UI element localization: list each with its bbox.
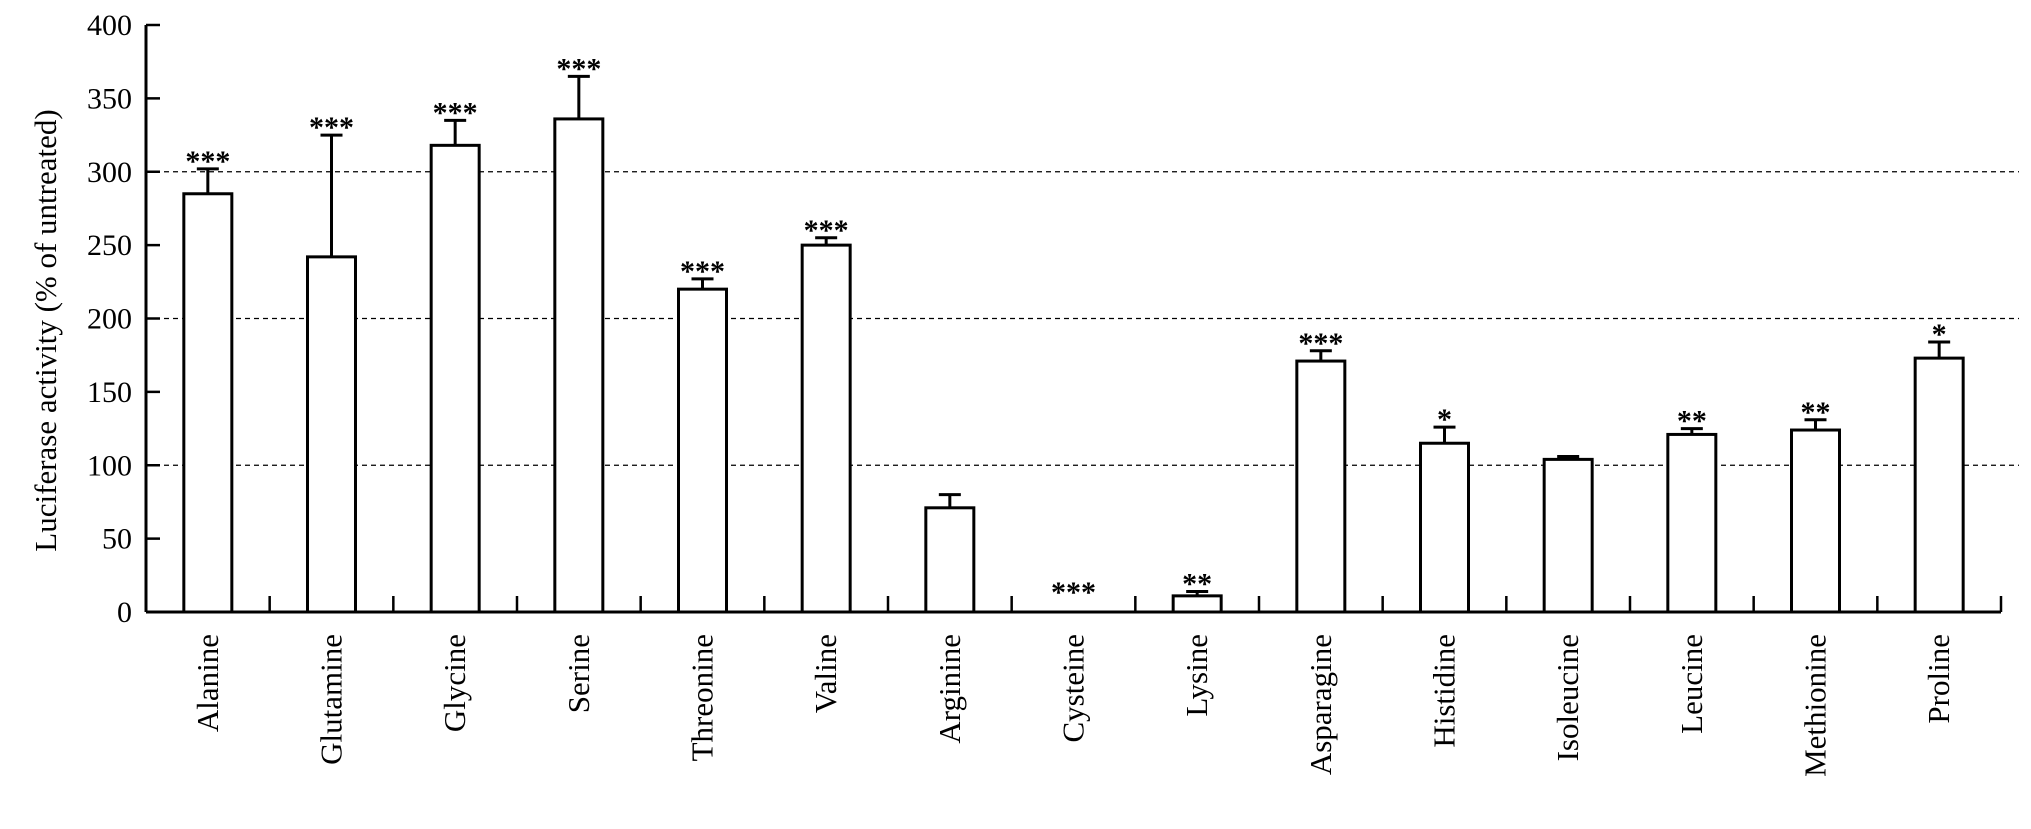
bar-alanine <box>182 192 234 614</box>
significance-marker: * <box>1932 318 1947 351</box>
x-tick-label: Glutamine <box>314 634 349 765</box>
bar-arginine <box>924 506 976 614</box>
x-tick-label: Valine <box>808 634 843 713</box>
bar-serine <box>553 117 605 614</box>
bar-histidine <box>1419 441 1470 614</box>
significance-marker: ** <box>1801 396 1831 429</box>
error-bars <box>196 74 1951 596</box>
bar-proline <box>1913 356 1965 614</box>
x-tick-label: Serine <box>561 634 596 713</box>
x-tick-label: Proline <box>1921 634 1956 724</box>
significance-marker: * <box>1437 403 1452 436</box>
y-tick-label: 300 <box>87 156 132 189</box>
x-tick-label: Isoleucine <box>1550 634 1585 761</box>
significance-markers: ****** *************** ****** ** *** <box>185 52 1946 609</box>
x-tick-label: Methionine <box>1798 634 1833 777</box>
bars <box>182 117 1965 614</box>
significance-marker: *** <box>1298 327 1343 360</box>
x-tick-label: Glycine <box>437 634 472 732</box>
x-tick-label: Arginine <box>932 634 967 744</box>
significance-marker: ** <box>1182 567 1212 600</box>
y-ticks: 0 50 100 150 200 250 300 350 400 <box>87 9 160 629</box>
y-tick-label: 200 <box>87 303 132 336</box>
significance-marker: *** <box>433 96 478 129</box>
gridlines <box>146 171 2019 466</box>
x-tick-label: Threonine <box>685 634 720 761</box>
bar-leucine <box>1666 432 1718 614</box>
significance-marker: ** <box>1677 405 1707 438</box>
y-tick-label: 150 <box>87 376 132 409</box>
significance-marker: *** <box>185 145 230 178</box>
bar-valine <box>800 243 852 614</box>
bar-threonine <box>677 287 728 614</box>
bar-glutamine <box>306 255 357 614</box>
y-tick-label: 100 <box>87 449 132 482</box>
significance-marker: *** <box>680 255 725 288</box>
y-axis-title: Luciferase activity (% of untreated) <box>28 109 63 551</box>
y-tick-label: 400 <box>87 9 132 42</box>
significance-marker: *** <box>309 111 354 144</box>
x-tick-label: Cysteine <box>1056 634 1091 743</box>
y-tick-label: 250 <box>87 229 132 262</box>
y-tick-label: 0 <box>117 596 132 629</box>
significance-marker: *** <box>804 214 849 247</box>
bar-methionine <box>1790 428 1841 614</box>
significance-marker: *** <box>556 52 601 85</box>
bar-asparagine <box>1295 359 1347 614</box>
x-ticks: Alanine Glutamine Glycine Serine Threonine Va… <box>190 596 2003 777</box>
y-tick-label: 350 <box>87 82 132 115</box>
x-tick-label: Leucine <box>1674 634 1709 734</box>
x-tick-label: Histidine <box>1427 634 1462 748</box>
x-tick-label: Alanine <box>190 634 225 732</box>
bar-glycine <box>429 143 481 614</box>
significance-marker: *** <box>1051 576 1096 609</box>
bar-isoleucine <box>1542 457 1594 614</box>
x-tick-label: Asparagine <box>1303 634 1338 775</box>
y-tick-label: 50 <box>102 523 132 556</box>
x-tick-label: Lysine <box>1179 634 1214 717</box>
